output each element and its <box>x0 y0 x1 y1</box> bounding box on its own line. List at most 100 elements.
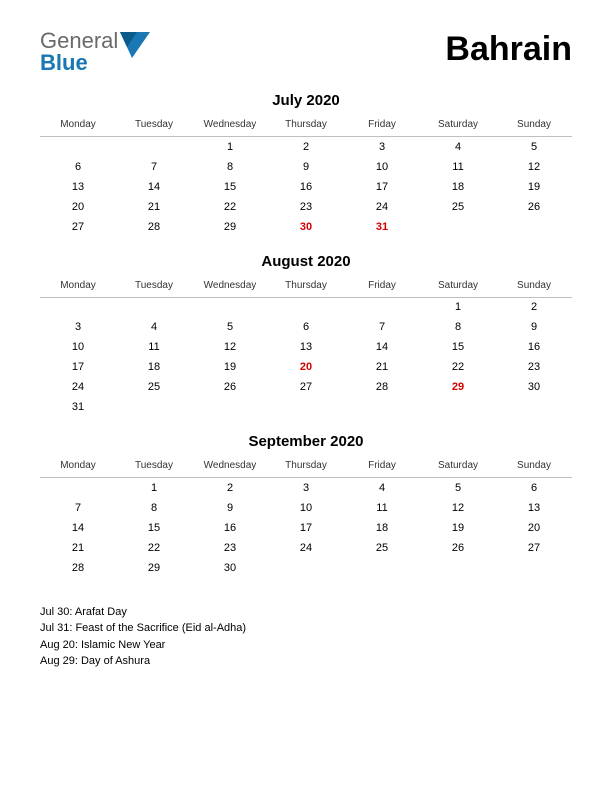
calendar-cell <box>496 558 572 578</box>
day-header: Saturday <box>420 456 496 478</box>
calendar-cell: 15 <box>116 518 192 538</box>
calendar-cell <box>268 397 344 417</box>
calendar-cell: 15 <box>192 177 268 197</box>
day-header: Wednesday <box>192 115 268 137</box>
calendar-cell: 23 <box>268 197 344 217</box>
day-header: Monday <box>40 456 116 478</box>
calendar-cell: 3 <box>344 137 420 157</box>
calendar-cell: 8 <box>116 498 192 518</box>
calendar-cell: 5 <box>420 478 496 498</box>
calendar-cell <box>116 397 192 417</box>
calendar-cell: 4 <box>420 137 496 157</box>
calendar-cell: 12 <box>192 337 268 357</box>
calendar-cell: 17 <box>40 357 116 377</box>
holiday-note: Jul 30: Arafat Day <box>40 604 572 621</box>
day-header: Wednesday <box>192 456 268 478</box>
holiday-note: Jul 31: Feast of the Sacrifice (Eid al-A… <box>40 620 572 637</box>
calendar-cell: 31 <box>40 397 116 417</box>
calendar-table: MondayTuesdayWednesdayThursdayFridaySatu… <box>40 115 572 237</box>
day-header: Saturday <box>420 276 496 298</box>
calendar-row: 123456 <box>40 478 572 498</box>
day-header: Friday <box>344 115 420 137</box>
calendar-cell <box>420 558 496 578</box>
calendar-row: 21222324252627 <box>40 538 572 558</box>
calendar-row: 6789101112 <box>40 157 572 177</box>
calendar-cell: 9 <box>192 498 268 518</box>
calendar-cell: 20 <box>268 357 344 377</box>
calendar-cell: 1 <box>116 478 192 498</box>
calendar-cell: 29 <box>420 377 496 397</box>
calendar-cell: 12 <box>420 498 496 518</box>
calendar-cell: 27 <box>496 538 572 558</box>
calendars-container: July 2020MondayTuesdayWednesdayThursdayF… <box>40 92 572 578</box>
calendar-cell: 22 <box>116 538 192 558</box>
calendar-cell: 22 <box>420 357 496 377</box>
calendar-cell <box>496 217 572 237</box>
calendar-cell: 14 <box>344 337 420 357</box>
calendar-row: 13141516171819 <box>40 177 572 197</box>
calendar-cell <box>344 297 420 317</box>
calendar-cell: 2 <box>192 478 268 498</box>
calendar-cell: 19 <box>496 177 572 197</box>
calendar-cell: 7 <box>40 498 116 518</box>
day-header: Thursday <box>268 115 344 137</box>
calendar-cell <box>192 297 268 317</box>
calendar-cell <box>116 137 192 157</box>
calendar-cell: 12 <box>496 157 572 177</box>
calendar-cell: 16 <box>268 177 344 197</box>
calendar-row: 12345 <box>40 137 572 157</box>
logo: General Blue <box>40 30 150 74</box>
calendar-cell: 1 <box>420 297 496 317</box>
calendar-cell: 3 <box>268 478 344 498</box>
calendar-cell: 26 <box>496 197 572 217</box>
calendar-cell: 18 <box>344 518 420 538</box>
calendar-cell: 20 <box>496 518 572 538</box>
day-header: Sunday <box>496 276 572 298</box>
calendar-row: 31 <box>40 397 572 417</box>
calendar-cell <box>40 478 116 498</box>
calendar-cell <box>496 397 572 417</box>
calendar-cell: 13 <box>40 177 116 197</box>
calendar-row: 3456789 <box>40 317 572 337</box>
calendar-cell <box>192 397 268 417</box>
calendar-cell <box>420 217 496 237</box>
calendar-cell: 19 <box>192 357 268 377</box>
calendar-cell: 2 <box>268 137 344 157</box>
calendar-cell: 22 <box>192 197 268 217</box>
calendar-cell: 19 <box>420 518 496 538</box>
calendar-cell <box>344 397 420 417</box>
month-title: August 2020 <box>40 253 572 270</box>
calendar-cell: 21 <box>344 357 420 377</box>
calendar-cell: 28 <box>40 558 116 578</box>
logo-blue: Blue <box>40 50 88 75</box>
calendar-cell: 29 <box>116 558 192 578</box>
calendar-cell: 29 <box>192 217 268 237</box>
calendar-cell: 24 <box>344 197 420 217</box>
calendar-table: MondayTuesdayWednesdayThursdayFridaySatu… <box>40 276 572 418</box>
day-header: Monday <box>40 276 116 298</box>
calendar-cell: 3 <box>40 317 116 337</box>
day-header: Monday <box>40 115 116 137</box>
holidays-list: Jul 30: Arafat DayJul 31: Feast of the S… <box>40 604 572 670</box>
calendar-cell: 9 <box>268 157 344 177</box>
calendar-cell: 17 <box>268 518 344 538</box>
day-header: Sunday <box>496 115 572 137</box>
calendar-row: 14151617181920 <box>40 518 572 538</box>
day-header: Thursday <box>268 276 344 298</box>
calendar-row: 2728293031 <box>40 217 572 237</box>
calendar-cell: 10 <box>344 157 420 177</box>
calendar-cell: 23 <box>496 357 572 377</box>
calendar-row: 78910111213 <box>40 498 572 518</box>
day-header: Thursday <box>268 456 344 478</box>
calendar-cell: 11 <box>420 157 496 177</box>
calendar-row: 12 <box>40 297 572 317</box>
calendar-row: 282930 <box>40 558 572 578</box>
calendar-cell: 30 <box>192 558 268 578</box>
day-header: Saturday <box>420 115 496 137</box>
calendar-cell <box>268 297 344 317</box>
calendar-cell: 6 <box>268 317 344 337</box>
calendar-cell: 8 <box>420 317 496 337</box>
holiday-note: Aug 20: Islamic New Year <box>40 637 572 654</box>
calendar-cell: 26 <box>420 538 496 558</box>
calendar-cell: 4 <box>344 478 420 498</box>
